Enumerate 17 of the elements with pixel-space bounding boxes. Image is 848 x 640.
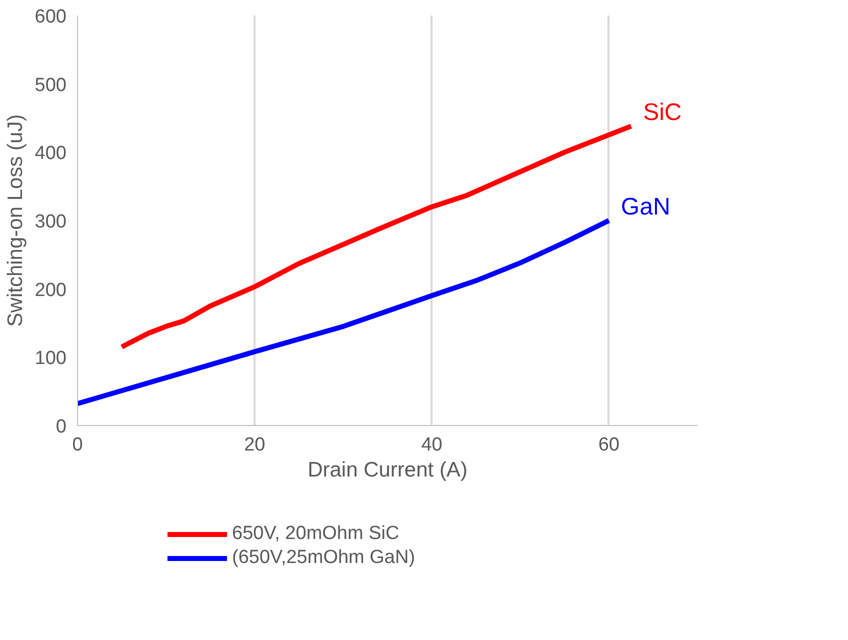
annotation: GaN [620, 194, 670, 220]
y-tick-label: 400 [34, 143, 66, 164]
x-tick-label: 0 [72, 434, 83, 456]
annotation: SiC [643, 99, 682, 126]
x-tick-label: 60 [598, 434, 620, 456]
x-tick-label: 20 [244, 434, 266, 456]
y-tick-label: 0 [56, 416, 67, 438]
y-tick-label: 600 [34, 6, 66, 28]
y-tick-label: 100 [34, 348, 66, 370]
y-tick-label: 300 [34, 212, 66, 232]
y-tick-label: 200 [34, 280, 66, 301]
legend-label: 650V, 20mOhm SiC [232, 523, 400, 545]
x-tick-label: 40 [421, 434, 442, 456]
x-axis-title: Drain Current (A) [308, 458, 468, 482]
legend-label: (650V,25mOhm GaN) [232, 547, 416, 569]
y-tick-label: 500 [34, 74, 66, 96]
y-axis-title: Switching-on Loss (uJ) [4, 114, 27, 327]
